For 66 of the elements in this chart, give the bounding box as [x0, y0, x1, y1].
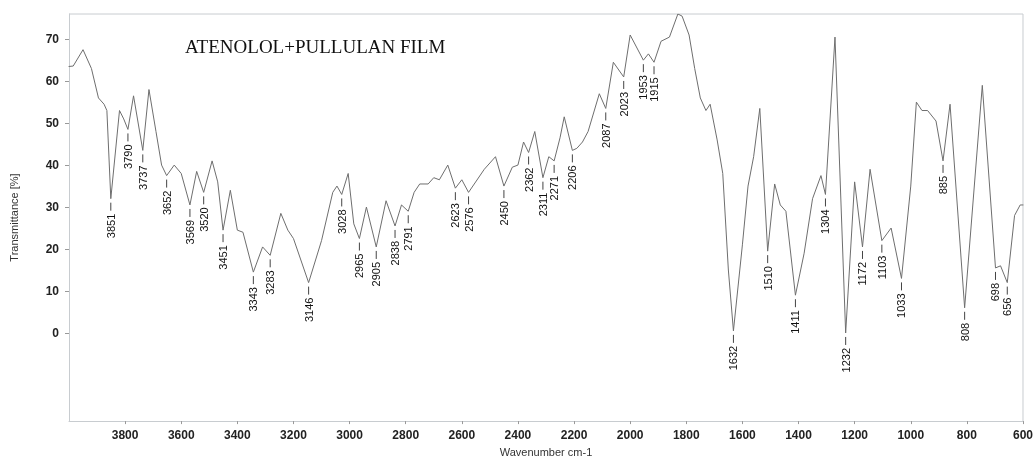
annotation: 2023 [617, 91, 630, 117]
annotation: 2576 [462, 207, 475, 232]
x-tick-label: 1200 [841, 428, 869, 443]
annotation: 1304 [819, 209, 832, 234]
y-tick-label: 40 [45, 158, 60, 173]
y-tick-label: 60 [45, 74, 60, 89]
annotation: 698 [989, 282, 1002, 302]
annotation: 3737 [136, 165, 149, 190]
y-tick-label: 70 [45, 32, 60, 47]
x-axis-title: Wavenumber cm-1 [499, 445, 593, 458]
text: ATENOLOL+PULLULAN FILM [185, 36, 446, 57]
annotation: 3790 [121, 144, 134, 169]
annotation: 2450 [497, 201, 510, 226]
annotation: 2362 [522, 167, 535, 192]
y-tick-label: 30 [45, 200, 60, 215]
x-tick-label: 1600 [729, 428, 757, 443]
annotation: 1632 [727, 345, 740, 371]
annotation: 2311 [536, 192, 549, 217]
annotation: 2206 [566, 165, 579, 190]
x-tick-label: 600 [1012, 428, 1034, 443]
x-tick-label: 2800 [392, 428, 420, 443]
annotation: 1953 [637, 75, 650, 100]
x-tick-label: 3600 [167, 428, 195, 443]
annotation: 2838 [389, 240, 402, 266]
x-tick-label: 3800 [111, 428, 139, 443]
annotation: 1103 [875, 255, 888, 280]
annotation: 3146 [302, 297, 315, 323]
annotation: 1411 [789, 310, 802, 334]
annotation: 2965 [353, 253, 366, 279]
y-axis-title: Transmittance [%] [7, 173, 20, 262]
x-tick-label: 1800 [672, 428, 700, 443]
annotation: 1232 [839, 347, 852, 373]
annotation: 2087 [599, 123, 612, 148]
annotation: 3028 [335, 209, 348, 234]
x-tick-label: 2600 [448, 428, 476, 443]
y-tick-label: 10 [45, 284, 60, 298]
x-tick-label: 3400 [224, 428, 252, 443]
annotation: 1172 [856, 261, 869, 286]
annotation: 1915 [648, 77, 661, 102]
y-tick-label: 50 [45, 116, 60, 131]
annotation: 885 [937, 175, 950, 195]
x-tick-label: 2200 [560, 428, 588, 443]
x-tick-label: 1000 [897, 428, 925, 443]
annotation: 2623 [449, 203, 462, 228]
x-tick-label: 3000 [336, 428, 364, 443]
annotation: 3851 [104, 213, 117, 239]
annotation: 1510 [761, 266, 774, 291]
annotation: 2791 [402, 226, 415, 251]
annotation: 3652 [160, 190, 173, 216]
y-tick-label: 20 [45, 242, 60, 257]
annotation: 808 [958, 322, 971, 342]
annotation: 3343 [247, 287, 260, 312]
x-tick-label: 800 [956, 428, 978, 443]
x-tick-label: 2400 [504, 428, 532, 443]
annotation: 1033 [895, 293, 908, 318]
x-tick-label: 3200 [280, 428, 308, 443]
annotation: 2905 [370, 261, 383, 287]
x-tick-label: 2000 [616, 428, 644, 443]
annotation: 3569 [183, 219, 196, 245]
annotation: 2271 [548, 175, 561, 201]
annotation: 656 [1001, 297, 1014, 316]
annotation: 3283 [264, 270, 277, 295]
y-tick-label: 0 [52, 325, 60, 340]
annotation: 3451 [217, 245, 230, 270]
x-tick-label: 1400 [785, 428, 813, 443]
annotation: 3520 [197, 207, 210, 232]
